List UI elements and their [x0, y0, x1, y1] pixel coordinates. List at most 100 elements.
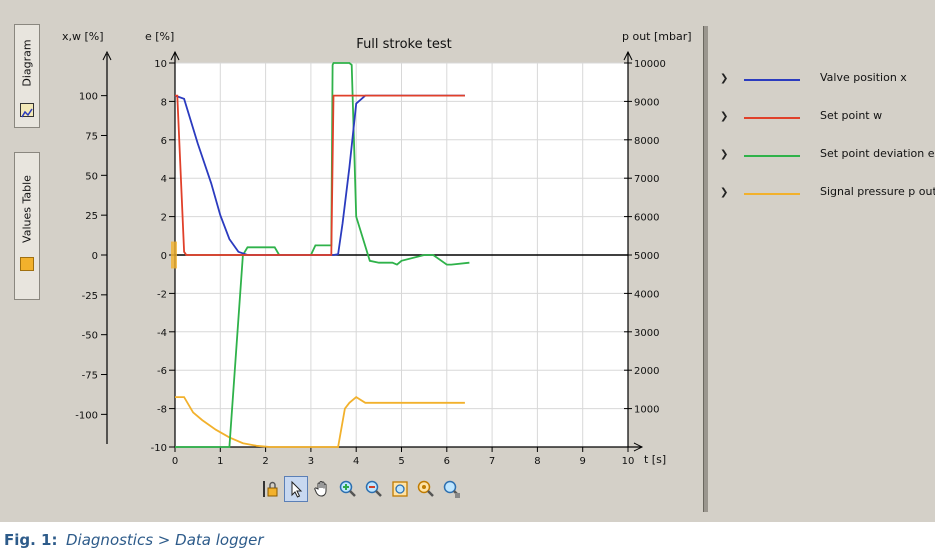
zoom-out-icon	[365, 480, 382, 497]
chart-title: Full stroke test	[356, 37, 451, 52]
pointer-button[interactable]	[284, 476, 308, 502]
y-tick-label-e: 8	[161, 97, 167, 108]
zoom-1to1-button[interactable]	[440, 476, 464, 502]
y-axis-xw-arrow	[102, 50, 112, 61]
y-tick-label-e: -10	[151, 443, 167, 454]
y-tick-label-pout: 9000	[634, 97, 659, 108]
y-tick-label-xw: 0	[92, 251, 98, 262]
y-tick-label-e: 2	[161, 213, 167, 224]
x-tick-label: 6	[444, 456, 450, 467]
y-tick-label-pout: 1000	[634, 405, 659, 416]
legend-swatch	[744, 117, 800, 119]
zoom-fit-icon	[392, 481, 408, 497]
y-tick-label-e: 10	[154, 59, 167, 70]
x-tick-label: 5	[398, 456, 404, 467]
full-stroke-chart: 1007550250-25-50-75-1001086420-2-4-6-8-1…	[62, 30, 692, 467]
figure-caption: Fig. 1: Diagnostics > Data logger	[0, 526, 935, 554]
legend-label: Signal pressure p out	[820, 185, 935, 198]
zoom-in-icon	[339, 480, 356, 497]
x-tick-label: 0	[172, 456, 178, 467]
legend-swatch	[744, 79, 800, 81]
y-tick-label-e: 4	[161, 174, 167, 185]
y-tick-label-xw: 50	[85, 171, 98, 182]
y-tick-label-xw: 100	[79, 92, 98, 103]
cursor-lock-icon	[263, 481, 278, 497]
chevron-down-icon[interactable]: ❯	[720, 149, 729, 160]
axes: 1007550250-25-50-75-1001086420-2-4-6-8-1…	[75, 50, 666, 467]
tab-diagram[interactable]: Diagram	[14, 24, 40, 128]
legend: ❯ Valve position x ❯ Set point w ❯ Set p…	[720, 66, 935, 218]
chevron-down-icon[interactable]: ❯	[720, 111, 729, 122]
legend-label: Set point deviation e	[820, 147, 935, 160]
legend-label: Valve position x	[820, 71, 907, 84]
y-tick-label-xw: 25	[85, 211, 98, 222]
cursor-lock-button[interactable]	[258, 476, 282, 502]
chart-icon	[20, 103, 34, 118]
legend-swatch	[744, 155, 800, 157]
caption-number: Fig. 1:	[4, 531, 58, 549]
x-axis-label: t [s]	[644, 453, 666, 466]
series-line-signal-pressure-p-out	[175, 395, 465, 448]
series-line-set-point-deviation-e	[175, 62, 470, 448]
y-tick-label-e: -4	[157, 328, 167, 339]
y-tick-label-pout: 7000	[634, 174, 659, 185]
panel-splitter[interactable]	[703, 26, 708, 512]
x-tick-label: 7	[489, 456, 495, 467]
zoom-1to1-icon	[443, 480, 460, 498]
zoom-fit-button[interactable]	[388, 476, 412, 502]
zoom-in-button[interactable]	[336, 476, 360, 502]
y-tick-label-pout: 3000	[634, 328, 659, 339]
zoom-reset-icon	[417, 480, 434, 497]
y-tick-label-pout: 10000	[634, 59, 666, 70]
x-tick-label: 10	[622, 456, 635, 467]
y-tick-label-e: 0	[161, 251, 167, 262]
y-tick-label-xw: -75	[82, 371, 98, 382]
series-layer	[174, 62, 470, 448]
data-logger-window: Diagram Values Table 100 75 50 25 0 -25 -50 -75…	[0, 0, 935, 522]
zoom-out-button[interactable]	[362, 476, 386, 502]
x-tick-label: 9	[580, 456, 586, 467]
y-tick-label-pout: 8000	[634, 136, 659, 147]
chevron-down-icon[interactable]: ❯	[720, 73, 729, 84]
y-axis-e-arrow	[170, 50, 180, 61]
view-tabs: Diagram Values Table	[14, 24, 42, 300]
y-tick-label-pout: 2000	[634, 366, 659, 377]
pointer-icon	[291, 480, 303, 498]
y-axis-label-e: e [%]	[145, 30, 174, 43]
pan-hand-icon	[314, 481, 327, 497]
legend-item[interactable]: ❯ Signal pressure p out	[720, 180, 935, 218]
y-axis-label-xw: x,w [%]	[62, 30, 104, 43]
y-tick-label-xw: -25	[82, 291, 98, 302]
series-line-set-point-w	[175, 94, 465, 256]
x-tick-label: 3	[308, 456, 314, 467]
x-tick-label: 8	[534, 456, 540, 467]
legend-item[interactable]: ❯ Set point deviation e	[720, 142, 935, 180]
y-tick-label-pout: 5000	[634, 251, 659, 262]
x-tick-label: 1	[217, 456, 223, 467]
tab-values-table[interactable]: Values Table	[14, 152, 40, 300]
y-tick-label-pout: 4000	[634, 289, 659, 300]
y-tick-label-pout: 6000	[634, 213, 659, 224]
chart-toolbar	[258, 476, 464, 504]
y-tick-label-e: -2	[157, 289, 167, 300]
chevron-down-icon[interactable]: ❯	[720, 187, 729, 198]
time-cursor-marker	[171, 241, 177, 269]
y-tick-label-xw: -100	[75, 410, 98, 421]
caption-text: Diagnostics > Data logger	[66, 531, 264, 549]
pan-button[interactable]	[310, 476, 334, 502]
y-tick-label-xw: 75	[85, 131, 98, 142]
legend-label: Set point w	[820, 109, 883, 122]
zoom-reset-button[interactable]	[414, 476, 438, 502]
x-axis-arrow	[633, 442, 644, 452]
y-tick-label-e: 6	[161, 136, 167, 147]
x-tick-label: 2	[262, 456, 268, 467]
table-icon	[20, 257, 34, 271]
y-axis-label-pout: p out [mbar]	[622, 30, 692, 43]
y-axis-pout-arrow	[623, 50, 633, 61]
legend-item[interactable]: ❯ Valve position x	[720, 66, 920, 104]
y-tick-label-e: -6	[157, 366, 167, 377]
y-tick-label-e: -8	[157, 405, 167, 416]
legend-item[interactable]: ❯ Set point w	[720, 104, 920, 142]
x-tick-label: 4	[353, 456, 359, 467]
y-tick-label-xw: -50	[82, 331, 98, 342]
